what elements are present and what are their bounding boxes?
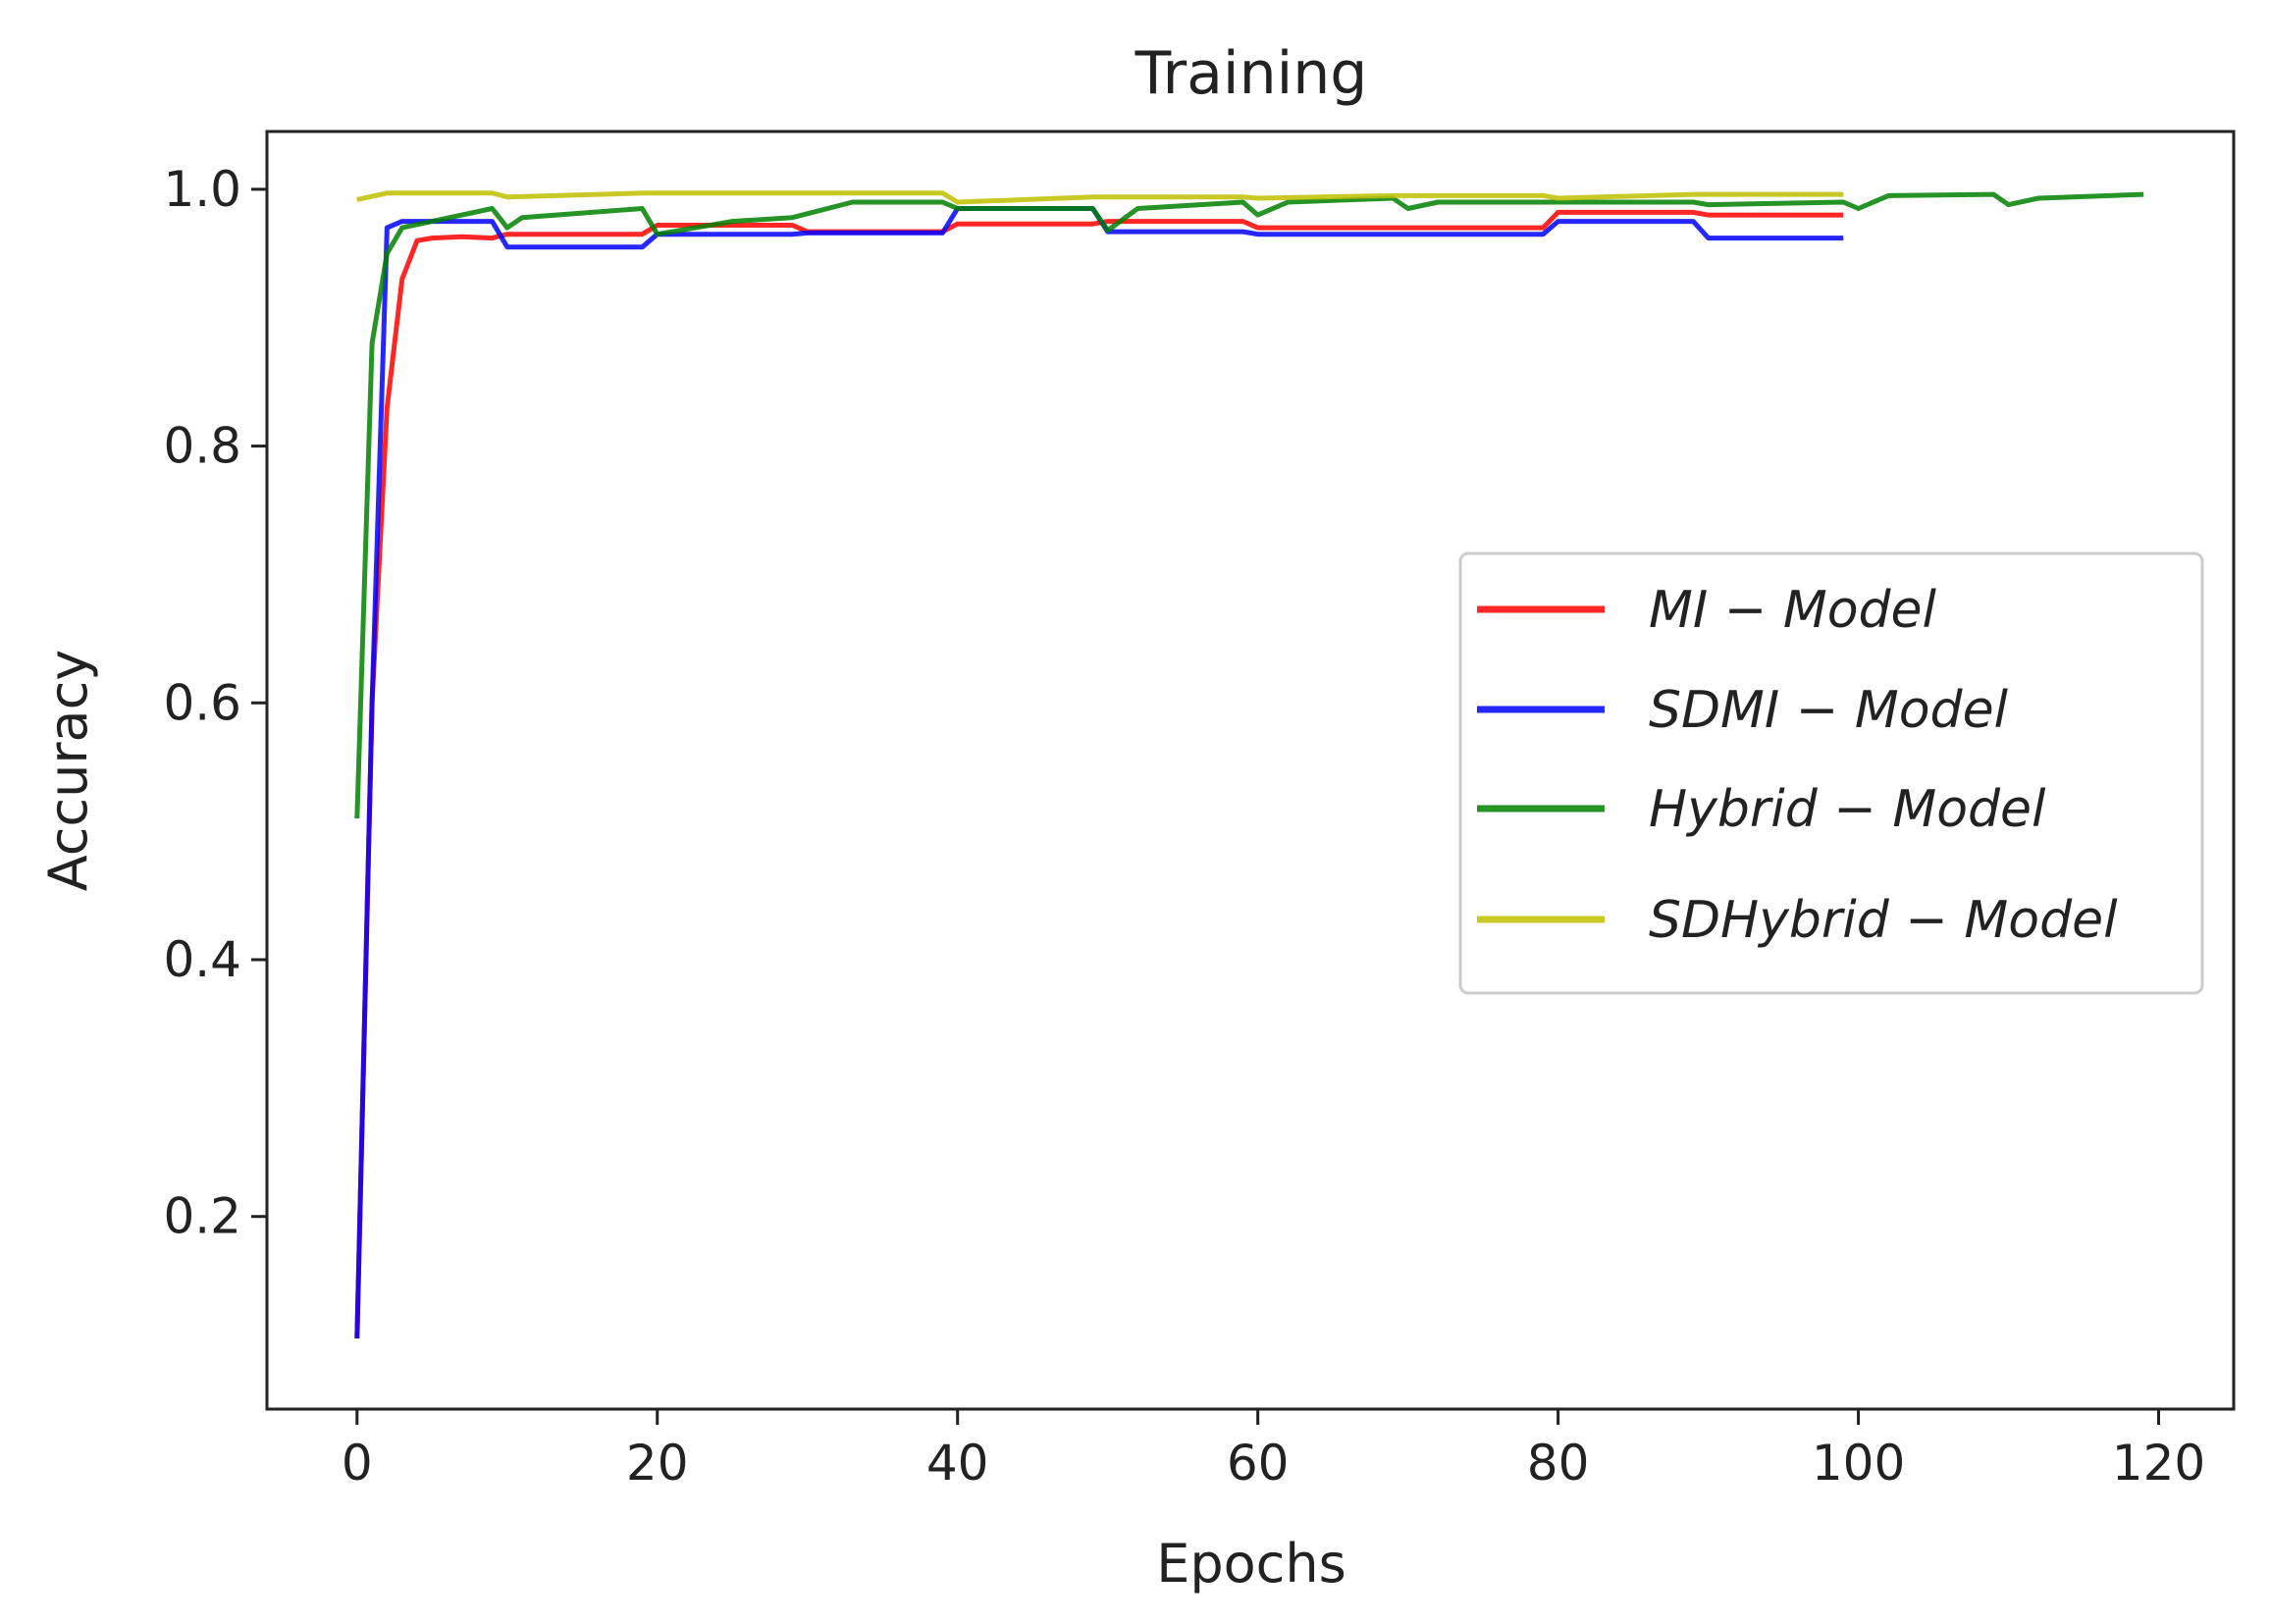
- x-tick-label: 40: [926, 1435, 989, 1492]
- series-line-3: [356, 190, 1844, 205]
- legend-label-3: SDHybrid − Model: [1649, 891, 2118, 950]
- x-tick-label: 100: [1812, 1435, 1905, 1492]
- lines-layer: [354, 190, 2144, 1339]
- legend-label-2: Hybrid − Model: [1649, 780, 2046, 839]
- x-tick-label: 60: [1227, 1435, 1290, 1492]
- legend-label-0: MI − Model: [1649, 581, 1937, 640]
- legend-items: MI − Model SDMI − Model Hybrid − Model SDHy…: [1477, 581, 2118, 950]
- x-axis-ticks: 0 20 40 60 80 100 120: [342, 1409, 2205, 1492]
- legend-box: [1458, 551, 2204, 995]
- series-line-2: [354, 191, 2144, 819]
- y-tick-label: 0.6: [163, 674, 241, 731]
- y-tick-label: 0.2: [163, 1188, 241, 1245]
- y-axis-ticks: 0.2 0.4 0.6 0.8 1.0: [163, 161, 267, 1245]
- y-tick-label: 0.8: [163, 418, 241, 475]
- y-tick-label: 0.4: [163, 931, 241, 988]
- legend: MI − Model SDMI − Model Hybrid − Model SDHy…: [1458, 551, 2204, 995]
- y-axis-label: Accuracy: [37, 650, 99, 892]
- x-tick-label: 20: [626, 1435, 689, 1492]
- x-axis-label: Epochs: [1156, 1533, 1346, 1595]
- chart-title: Training: [1135, 39, 1368, 108]
- legend-label-1: SDMI − Model: [1649, 681, 2009, 740]
- plot-frame: [265, 130, 2236, 1411]
- x-tick-label: 80: [1527, 1435, 1590, 1492]
- x-tick-label: 120: [2112, 1435, 2205, 1492]
- y-tick-label: 1.0: [163, 161, 241, 218]
- x-tick-label: 0: [342, 1435, 373, 1492]
